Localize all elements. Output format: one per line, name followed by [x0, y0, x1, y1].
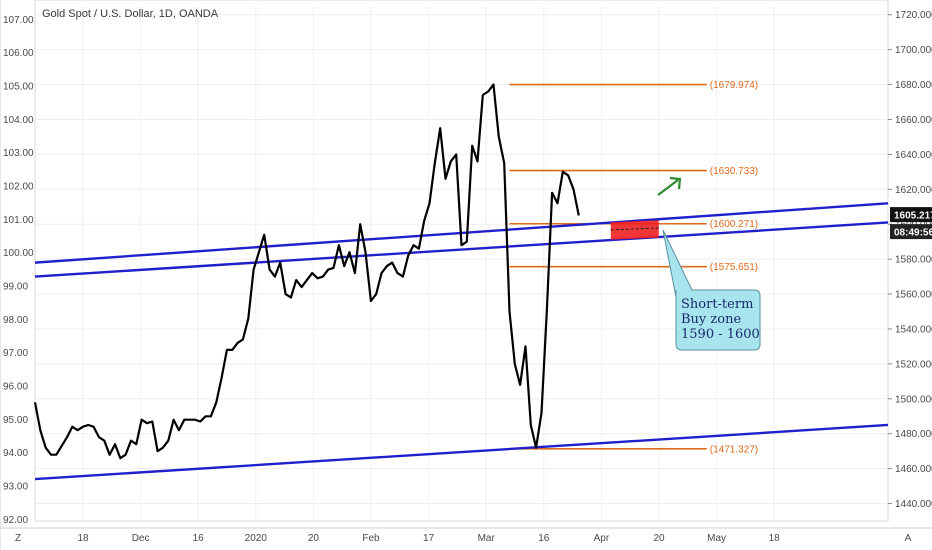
left-tick-label: 95.00: [3, 415, 28, 426]
time-badge-bg: [890, 224, 932, 240]
left-tick-label: 101.00: [3, 215, 34, 226]
right-tick-label: 1680.000: [895, 80, 932, 91]
x-tick-label: Feb: [362, 533, 380, 544]
up-arrow-shaft: [657, 179, 679, 196]
left-tick-label: 102.00: [3, 182, 34, 193]
buy-zone-rect: [610, 220, 659, 240]
x-tick-label: 16: [538, 533, 550, 544]
left-tick-label: 104.00: [3, 115, 34, 126]
left-axis: 107.00 106.00 105.00 104.00 103.00 102.00 101.…: [3, 15, 34, 526]
right-tick-label: 1720.000: [895, 10, 932, 21]
x-axis[interactable]: Z 18 Dec 16 2020 20 Feb 17 Mar 16 Apr 20 May 18 A: [15, 533, 912, 544]
left-tick-label: 99.00: [3, 282, 28, 293]
right-tick-label: 1440.000: [895, 499, 932, 510]
left-tick-label: 98.00: [3, 315, 28, 326]
right-tick-label: 1580.000: [895, 255, 932, 266]
right-tick-label: 1500.000: [895, 394, 932, 405]
right-tick-label: 1540.000: [895, 324, 932, 335]
channel-line: [34, 221, 889, 278]
left-tick-label: 100.00: [3, 248, 34, 259]
x-tick-label: Z: [15, 533, 21, 544]
x-tick-label: A: [905, 533, 912, 544]
right-tick-label: 1520.000: [895, 359, 932, 370]
x-tick-label: 16: [193, 533, 205, 544]
callout-box: [662, 229, 761, 351]
left-tick-label: 93.00: [3, 482, 28, 493]
price-badge-label: 1605.217: [894, 211, 932, 222]
left-tick-label: 96.00: [3, 382, 28, 393]
level-label: (1471.327): [710, 444, 758, 455]
price-badge-bg: [890, 207, 932, 223]
right-axis[interactable]: 1720.000 1700.000 1680.000 1660.000 1640.000…: [888, 10, 932, 510]
x-tick-label: 20: [308, 533, 320, 544]
level-label: (1575.651): [710, 262, 758, 273]
price-line: [33, 83, 580, 460]
buy-zone-midline: [610, 227, 659, 231]
x-tick-label: 20: [653, 533, 665, 544]
level-label: (1600.271): [710, 219, 758, 230]
x-tick-label: Dec: [132, 533, 150, 544]
callout-line: Short-term: [681, 297, 753, 312]
right-tick-label: 1620.000: [895, 185, 932, 196]
callout-line: 1590 - 1600: [681, 327, 760, 342]
x-tick-label: 17: [423, 533, 435, 544]
right-tick-label: 1700.000: [895, 45, 932, 56]
price-badges: 1605.217 08:49:56: [890, 207, 932, 240]
x-tick-label: Mar: [478, 533, 496, 544]
left-tick-label: 103.00: [3, 148, 34, 159]
up-arrow-head: [669, 176, 682, 190]
x-tick-label: May: [707, 533, 726, 544]
left-tick-label: 94.00: [3, 448, 28, 459]
left-tick-label: 107.00: [3, 15, 34, 26]
left-tick-label: 106.00: [3, 48, 34, 59]
buy-zone-group: [610, 220, 659, 240]
left-tick-label: 92.00: [3, 515, 28, 526]
right-tick-label: 1480.000: [895, 429, 932, 440]
channel-line: [34, 423, 889, 481]
right-tick-label: 1660.000: [895, 115, 932, 126]
time-badge-label: 08:49:56: [894, 228, 932, 239]
level-label: (1630.733): [710, 166, 758, 177]
chart-title: Gold Spot / U.S. Dollar, 1D, OANDA: [42, 8, 219, 20]
plot-frame: [34, 0, 889, 522]
right-tick-label: 1640.000: [895, 150, 932, 161]
x-tick-label: Apr: [594, 533, 610, 544]
left-tick-label: 97.00: [3, 348, 28, 359]
right-tick-label: 1560.000: [895, 290, 932, 301]
right-tick-label: 1460.000: [895, 464, 932, 475]
left-tick-label: 105.00: [3, 82, 34, 93]
x-tick-label: 18: [77, 533, 89, 544]
callout-line: Buy zone: [681, 312, 741, 327]
x-tick-label: 2020: [245, 533, 268, 544]
level-label: (1679.974): [710, 80, 758, 91]
x-tick-label: 18: [769, 533, 781, 544]
price-series: [33, 83, 580, 460]
